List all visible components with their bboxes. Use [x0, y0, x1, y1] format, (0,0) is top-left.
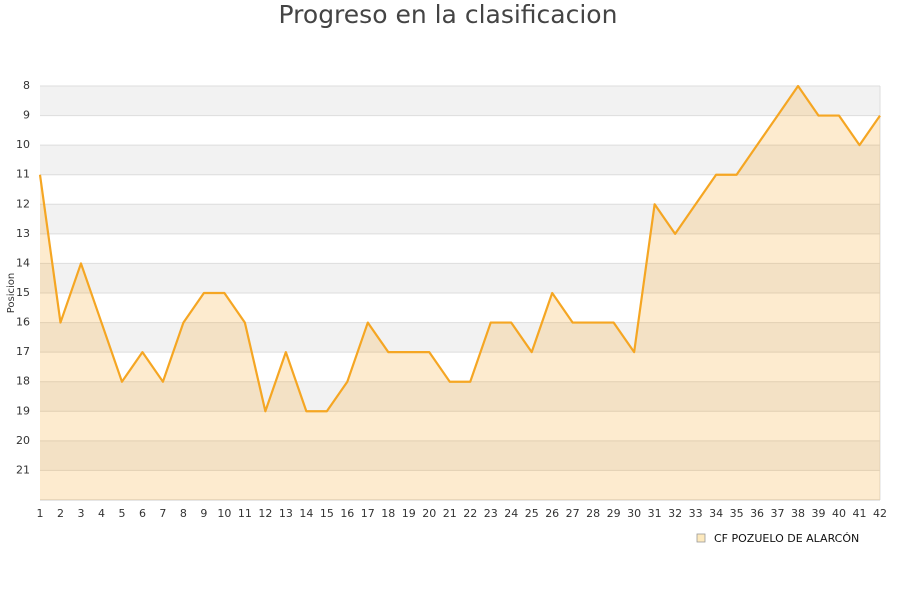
x-tick-label: 17 [361, 507, 375, 520]
legend-label: CF POZUELO DE ALARCÓN [714, 532, 859, 545]
x-tick-label: 35 [730, 507, 744, 520]
x-tick-label: 32 [668, 507, 682, 520]
y-tick-label: 18 [16, 375, 30, 388]
x-tick-label: 24 [504, 507, 518, 520]
grid-band [40, 381, 880, 412]
x-tick-label: 18 [381, 507, 395, 520]
line [38, 84, 881, 413]
y-tick-label: 19 [16, 404, 30, 417]
x-tick-label: 16 [340, 507, 354, 520]
x-tick-label: 31 [648, 507, 662, 520]
x-tick-label: 4 [98, 507, 105, 520]
x-tick-label: 42 [873, 507, 887, 520]
x-tick-label: 11 [238, 507, 252, 520]
x-tick-label: 36 [750, 507, 764, 520]
x-tick-label: 15 [320, 507, 334, 520]
x-tick-label: 33 [689, 507, 703, 520]
x-tick-label: 19 [402, 507, 416, 520]
grid-band [40, 352, 880, 382]
y-axis-title: Posicion [6, 273, 17, 314]
x-tick-label: 12 [258, 507, 272, 520]
y-tick-label: 9 [23, 109, 30, 122]
x-tick-label: 2 [57, 507, 64, 520]
x-tick-label: 20 [422, 507, 436, 520]
grid-band [40, 470, 880, 500]
x-tick-label: 26 [545, 507, 559, 520]
x-tick-label: 29 [607, 507, 621, 520]
chart-title: Progreso en la clasificacion [279, 0, 618, 29]
x-tick-label: 39 [812, 507, 826, 520]
grid-band [40, 263, 880, 293]
y-tick-label: 14 [16, 256, 30, 269]
grid-band [40, 411, 880, 441]
y-tick-label: 16 [16, 316, 30, 329]
grid-band [40, 115, 880, 146]
y-tick-label: 10 [16, 138, 30, 151]
y-tick-label: 8 [23, 79, 30, 92]
x-tick-label: 41 [853, 507, 867, 520]
grid-band [40, 440, 880, 471]
y-tick-label: 15 [16, 286, 30, 299]
grid-band [40, 86, 880, 116]
x-tick-label: 5 [118, 507, 125, 520]
grid-band [40, 174, 880, 205]
y-tick-label: 12 [16, 197, 30, 210]
x-tick-label: 27 [566, 507, 580, 520]
grid-band [40, 204, 880, 234]
area [40, 86, 880, 500]
x-tick-label: 38 [791, 507, 805, 520]
x-tick-label: 30 [627, 507, 641, 520]
x-tick-label: 13 [279, 507, 293, 520]
y-tick-label: 21 [16, 463, 30, 476]
x-tick-label: 14 [299, 507, 313, 520]
x-tick-label: 1 [37, 507, 44, 520]
y-tick-label: 13 [16, 227, 30, 240]
x-tick-label: 37 [771, 507, 785, 520]
x-tick-label: 40 [832, 507, 846, 520]
x-tick-label: 3 [77, 507, 84, 520]
x-tick-label: 6 [139, 507, 146, 520]
x-tick-label: 10 [217, 507, 231, 520]
y-tick-label: 11 [16, 168, 30, 181]
x-tick-label: 7 [159, 507, 166, 520]
grid-band [40, 233, 880, 264]
x-tick-label: 8 [180, 507, 187, 520]
grid-band [40, 322, 880, 353]
x-tick-label: 28 [586, 507, 600, 520]
x-tick-label: 23 [484, 507, 498, 520]
legend-swatch [696, 533, 706, 543]
x-tick-label: 25 [525, 507, 539, 520]
y-tick-label: 20 [16, 434, 30, 447]
x-tick-label: 22 [463, 507, 477, 520]
y-tick-label: 17 [16, 345, 30, 358]
x-tick-label: 21 [443, 507, 457, 520]
grid-band [40, 293, 880, 323]
x-tick-label: 9 [200, 507, 207, 520]
x-tick-label: 34 [709, 507, 723, 520]
